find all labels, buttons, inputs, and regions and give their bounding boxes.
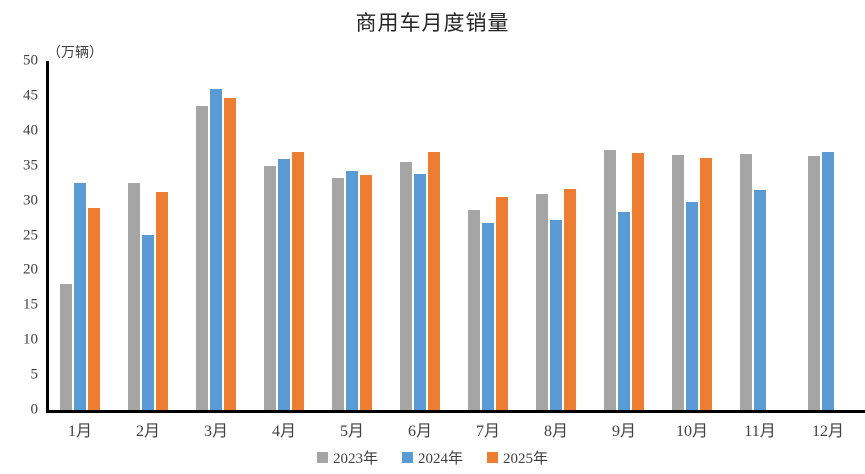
x-axis-label: 11月 [744, 423, 776, 440]
bar-2023年-9月 [604, 149, 616, 410]
bar-2025年-1月 [88, 207, 100, 410]
x-axis-label: 10月 [675, 423, 708, 440]
legend-label: 2023年 [332, 451, 378, 467]
legend-item-2024年: 2024年 [401, 447, 463, 468]
legend-item-2023年: 2023年 [316, 447, 378, 468]
y-axis-tick-label: 10 [23, 331, 38, 348]
legend-swatch-icon [401, 452, 413, 463]
bar-2024年-6月 [414, 174, 426, 410]
legend-item-2025年: 2025年 [487, 447, 548, 468]
bar-2024年-9月 [618, 211, 630, 410]
x-axis-label: 4月 [271, 423, 296, 440]
y-axis-tick-label: 50 [23, 52, 38, 69]
x-axis-label: 6月 [407, 423, 432, 440]
bar-2024年-8月 [550, 220, 562, 410]
bar-2025年-8月 [564, 188, 576, 410]
bar-2024年-11月 [754, 190, 766, 410]
bar-2023年-6月 [400, 161, 412, 410]
bar-2025年-5月 [360, 175, 372, 410]
bar-2023年-5月 [332, 178, 344, 410]
bar-2024年-10月 [686, 201, 698, 410]
bar-2023年-2月 [128, 183, 140, 410]
x-axis-label: 5月 [339, 423, 364, 440]
y-axis-tick-label: 25 [23, 227, 38, 243]
y-axis-line [46, 61, 49, 412]
y-axis-tick-label: 40 [23, 122, 38, 139]
chart-legend: 2023年 2024年 2025年 [0, 447, 865, 468]
bar-2024年-2月 [142, 234, 154, 410]
bar-2025年-7月 [496, 197, 508, 410]
bar-2023年-4月 [264, 165, 276, 410]
y-axis-tick-label: 35 [23, 157, 38, 174]
bar-2025年-10月 [700, 158, 712, 410]
legend-swatch-icon [316, 452, 328, 463]
x-axis-line [46, 410, 865, 413]
chart-title: 商用车月度销量 [355, 11, 510, 35]
y-axis-tick-label: 0 [30, 401, 39, 418]
x-axis-label: 7月 [475, 423, 500, 440]
y-axis-tick-label: 5 [30, 366, 39, 383]
bar-2023年-3月 [196, 106, 208, 410]
y-axis-tick-label: 20 [23, 261, 38, 278]
bar-2023年-12月 [808, 155, 820, 410]
legend-label: 2025年 [503, 451, 549, 467]
bar-2025年-9月 [632, 153, 644, 410]
x-axis-label: 3月 [203, 423, 228, 440]
x-axis-label: 2月 [135, 423, 160, 440]
bar-2025年-4月 [292, 152, 304, 410]
bar-2024年-1月 [74, 183, 86, 410]
y-axis-tick-label: 30 [23, 192, 38, 209]
y-axis-unit-label: （万辆） [47, 46, 103, 61]
bar-2025年-6月 [428, 151, 440, 410]
bar-2024年-3月 [210, 88, 222, 410]
x-axis-label: 9月 [611, 423, 636, 440]
legend-swatch-icon [487, 452, 498, 463]
bar-2023年-1月 [60, 284, 72, 410]
bar-2023年-11月 [740, 153, 752, 410]
bar-2024年-7月 [482, 222, 494, 410]
bar-2025年-3月 [224, 97, 236, 410]
x-axis-label: 8月 [543, 423, 568, 440]
legend-label: 2024年 [417, 451, 463, 467]
bar-2023年-8月 [536, 193, 548, 410]
bar-2024年-4月 [278, 159, 290, 410]
bar-2023年-7月 [468, 209, 480, 410]
bar-2025年-2月 [156, 192, 168, 410]
y-axis-tick-label: 45 [23, 87, 38, 104]
bar-2024年-12月 [822, 151, 834, 410]
bar-2023年-10月 [672, 155, 684, 410]
y-axis-tick-label: 15 [23, 296, 38, 313]
x-axis-label: 12月 [811, 423, 844, 440]
bar-2024年-5月 [346, 171, 358, 410]
x-axis-label: 1月 [67, 423, 92, 440]
